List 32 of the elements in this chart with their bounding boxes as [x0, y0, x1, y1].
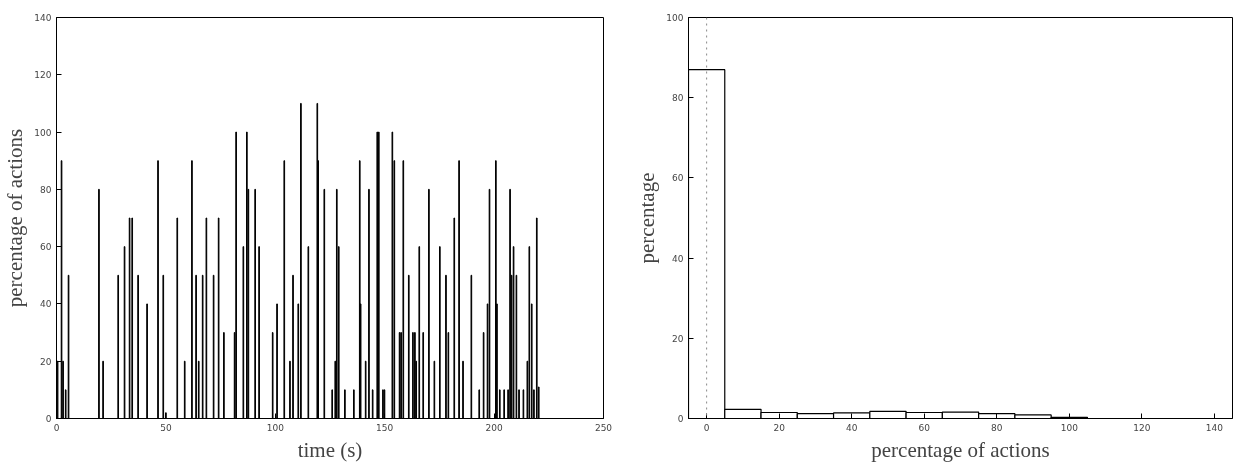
x-tick-label: 250: [594, 422, 613, 433]
x-tick-label: 100: [1060, 422, 1079, 433]
y-tick-label: 20: [672, 333, 684, 344]
y-tick-label: 80: [672, 93, 684, 104]
x-tick-label: 100: [266, 422, 285, 433]
y-tick-label: 80: [40, 184, 52, 195]
y-tick-label: 100: [666, 13, 684, 23]
y-tick-label: 60: [40, 242, 52, 253]
x-tick-label: 120: [1133, 422, 1151, 433]
y-tick-label: 140: [34, 13, 52, 23]
x-tick-label: 150: [376, 422, 394, 433]
y-tick-label: 60: [672, 173, 684, 184]
x-tick-label: 0: [703, 422, 710, 433]
x-tick-label: 140: [1205, 422, 1224, 433]
x-tick-label: 50: [160, 422, 172, 433]
y-tick-label: 120: [34, 70, 52, 81]
x-tick-label: 20: [773, 422, 786, 433]
y-tick-label: 0: [677, 414, 684, 424]
x-tick-label: 60: [918, 422, 931, 433]
y-axis-title: percentage: [635, 172, 660, 264]
x-axis-title: percentage of actions: [871, 437, 1050, 462]
x-tick-label: 200: [485, 422, 503, 433]
y-tick-label: 40: [672, 253, 684, 264]
x-tick-label: 40: [845, 422, 858, 433]
y-axis-title: percentage of actions: [3, 128, 28, 308]
y-tick-label: 20: [40, 356, 52, 367]
x-tick-label: 80: [991, 422, 1003, 433]
x-axis-title: time (s): [297, 437, 363, 462]
y-tick-label: 40: [40, 299, 52, 310]
x-tick-label: 0: [53, 422, 60, 433]
y-tick-label: 0: [45, 414, 52, 424]
y-tick-label: 100: [34, 127, 52, 138]
